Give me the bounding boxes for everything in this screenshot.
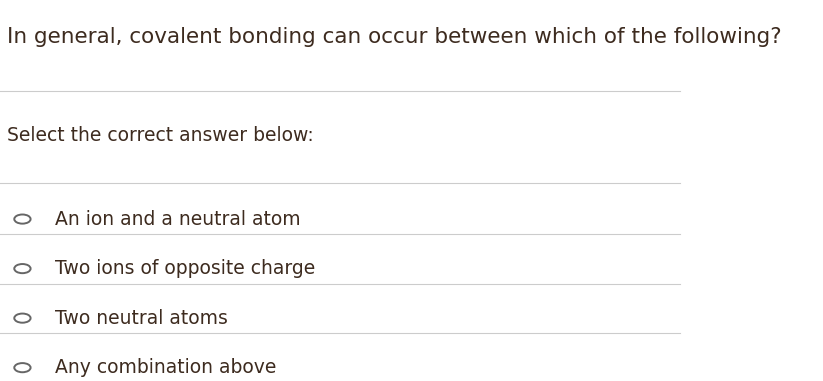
Text: Any combination above: Any combination above [55,358,277,377]
Text: Two ions of opposite charge: Two ions of opposite charge [55,259,315,278]
Text: In general, covalent bonding can occur between which of the following?: In general, covalent bonding can occur b… [7,27,781,46]
Text: An ion and a neutral atom: An ion and a neutral atom [55,210,300,229]
Text: Select the correct answer below:: Select the correct answer below: [7,126,314,145]
Text: Two neutral atoms: Two neutral atoms [55,309,228,328]
